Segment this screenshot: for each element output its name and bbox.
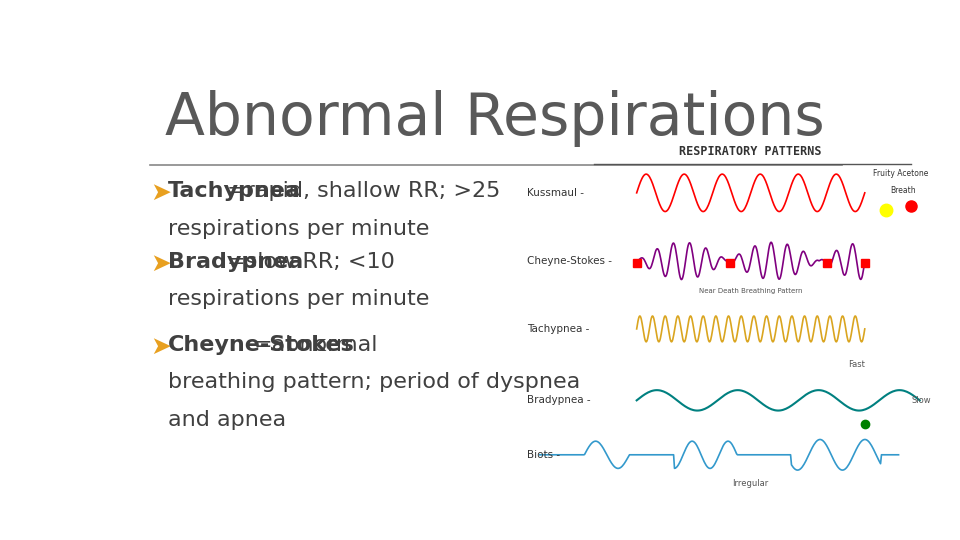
Text: Cheyne-Stokes: Cheyne-Stokes bbox=[168, 335, 355, 355]
Text: Biots -: Biots - bbox=[527, 450, 560, 460]
Text: Near Death Breathing Pattern: Near Death Breathing Pattern bbox=[699, 288, 803, 294]
Text: ➤: ➤ bbox=[150, 335, 171, 359]
Text: Breath: Breath bbox=[890, 186, 916, 195]
Text: Tachypnea: Tachypnea bbox=[168, 181, 301, 201]
Text: =rapid, shallow RR; >25: =rapid, shallow RR; >25 bbox=[228, 181, 501, 201]
Text: Fruity Acetone: Fruity Acetone bbox=[874, 169, 928, 178]
Text: Bradypnea: Bradypnea bbox=[168, 252, 303, 272]
Text: respirations per minute: respirations per minute bbox=[168, 289, 430, 309]
Text: Kussmaul -: Kussmaul - bbox=[527, 188, 584, 198]
Text: ➤: ➤ bbox=[150, 181, 171, 205]
Text: Irregular: Irregular bbox=[732, 478, 769, 488]
Text: respirations per minute: respirations per minute bbox=[168, 219, 430, 239]
Text: =abnormal: =abnormal bbox=[253, 335, 378, 355]
Text: Cheyne-Stokes -: Cheyne-Stokes - bbox=[527, 256, 612, 266]
Text: and apnea: and apnea bbox=[168, 410, 286, 430]
Text: Tachypnea -: Tachypnea - bbox=[527, 324, 589, 334]
Text: Fast: Fast bbox=[848, 360, 865, 368]
Text: Bradypnea -: Bradypnea - bbox=[527, 395, 590, 406]
Text: Slow: Slow bbox=[911, 396, 931, 405]
Text: breathing pattern; period of dyspnea: breathing pattern; period of dyspnea bbox=[168, 373, 581, 393]
Text: RESPIRATORY PATTERNS: RESPIRATORY PATTERNS bbox=[680, 145, 822, 158]
Text: =slow RR; <10: =slow RR; <10 bbox=[228, 252, 396, 272]
Text: Abnormal Respirations: Abnormal Respirations bbox=[165, 90, 825, 147]
Text: ➤: ➤ bbox=[150, 252, 171, 276]
